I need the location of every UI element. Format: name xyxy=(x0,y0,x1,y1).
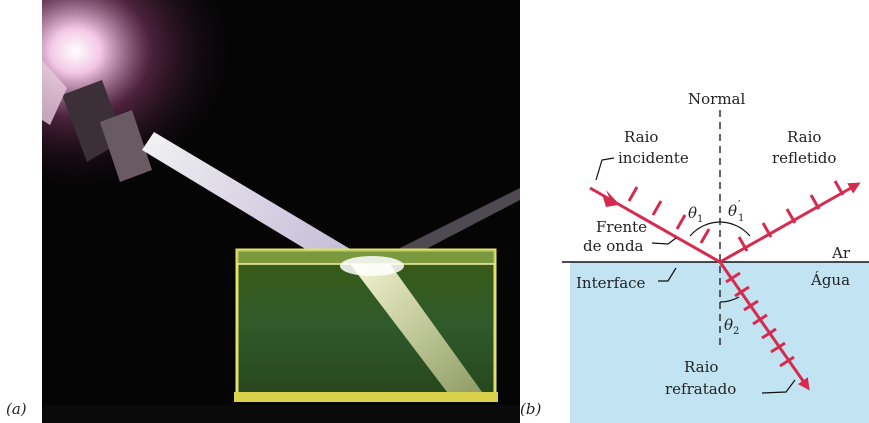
refraction-diagram: Normal Raio incidente Raio refletido Fre… xyxy=(562,90,869,423)
refraction-photo xyxy=(42,0,520,423)
reflected-wavefronts xyxy=(737,180,845,252)
svg-text:1: 1 xyxy=(697,214,703,225)
theta1-label: θ 1 xyxy=(688,204,703,225)
incident-arrowhead xyxy=(606,190,620,205)
incident-label-line2: incidente xyxy=(618,149,689,167)
theta1-prime-label: θ ′ 1 xyxy=(728,198,744,224)
reflected-ray xyxy=(719,182,861,264)
refracted-wavefronts xyxy=(725,271,795,368)
incident-beam xyxy=(142,132,372,282)
svg-text:θ: θ xyxy=(728,202,737,220)
theta1-arc xyxy=(689,221,721,237)
refracted-label-line2: refratado xyxy=(665,380,736,398)
normal-label: Normal xyxy=(688,90,745,108)
incident-label-line1: Raio xyxy=(624,128,658,146)
incident-wavefronts xyxy=(627,186,711,244)
lamp xyxy=(42,60,152,182)
svg-text:1: 1 xyxy=(738,213,744,224)
refracted-beam xyxy=(350,264,482,392)
theta1p-arc xyxy=(719,221,751,237)
reflected-label-line2: refletido xyxy=(772,149,836,167)
reflected-label-line1: Raio xyxy=(787,128,821,146)
leader-lines xyxy=(595,157,796,394)
panel-b-label: (b) xyxy=(520,400,542,418)
panel-a-label: (a) xyxy=(6,400,27,418)
entry-glow xyxy=(340,256,404,276)
svg-text:2: 2 xyxy=(733,326,739,337)
theta2-label: θ 2 xyxy=(724,316,739,337)
incident-arrow xyxy=(602,194,618,207)
air-label: Ar xyxy=(831,244,851,262)
svg-text:θ: θ xyxy=(688,204,697,222)
interface-label: Interface xyxy=(576,274,646,292)
refracted-label-line1: Raio xyxy=(684,358,718,376)
refracted-ray xyxy=(718,261,810,391)
water-label: Água xyxy=(810,271,850,289)
theta2-arc xyxy=(719,296,740,303)
wavefront-label-line1: Frente xyxy=(596,218,647,236)
svg-text:θ: θ xyxy=(724,316,733,334)
wavefront-label-line2: de onda xyxy=(583,237,644,255)
svg-text:′: ′ xyxy=(738,198,741,211)
